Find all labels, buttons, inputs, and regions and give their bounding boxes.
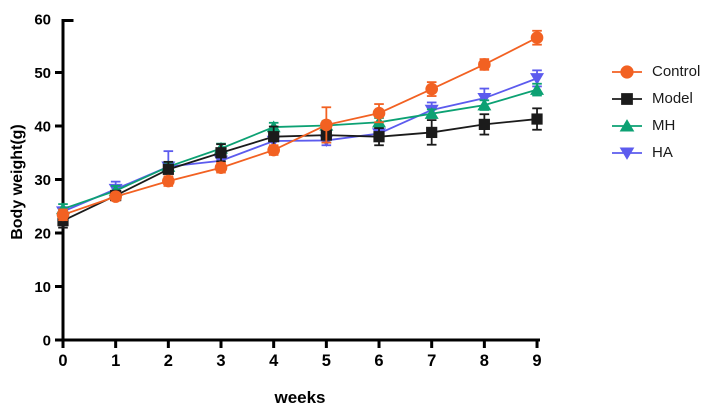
legend-label-ha: HA [652,143,673,161]
svg-text:5: 5 [322,352,331,370]
ha-triangle-down-icon [610,144,644,162]
mh-triangle-up-icon [610,117,644,135]
svg-text:20: 20 [34,226,51,243]
model-square-icon [610,90,644,108]
legend-label-model: Model [652,89,693,107]
axes [55,19,540,348]
svg-text:1: 1 [111,352,120,370]
svg-text:6: 6 [374,352,383,370]
tick-labels: 0 10 20 30 40 50 60 0 1 2 3 4 5 6 7 8 9 [34,12,541,371]
y-axis-title: Body weight(g) [9,124,26,240]
series-control [56,29,544,222]
svg-text:50: 50 [34,65,51,82]
svg-text:4: 4 [269,352,279,370]
legend-item-mh: MH [610,116,700,135]
svg-text:40: 40 [34,119,51,136]
x-axis-title: weeks [274,388,326,407]
svg-text:8: 8 [480,352,489,370]
svg-text:3: 3 [216,352,225,370]
svg-text:0: 0 [43,333,51,350]
legend-item-model: Model [610,89,700,108]
series-ha [56,69,545,219]
svg-text:7: 7 [427,352,436,370]
control-circle-icon [610,63,644,81]
legend-label-control: Control [652,62,701,80]
svg-text:60: 60 [34,12,51,29]
legend-label-mh: MH [652,116,676,134]
svg-text:10: 10 [34,279,51,296]
svg-text:9: 9 [532,352,541,370]
svg-text:30: 30 [34,172,51,189]
series-mh [56,82,545,215]
svg-text:0: 0 [58,352,67,370]
svg-text:2: 2 [164,352,173,370]
legend-item-control: Control [610,62,700,81]
legend-item-ha: HA [610,143,700,162]
legend: Control Model MH HA [610,62,700,162]
